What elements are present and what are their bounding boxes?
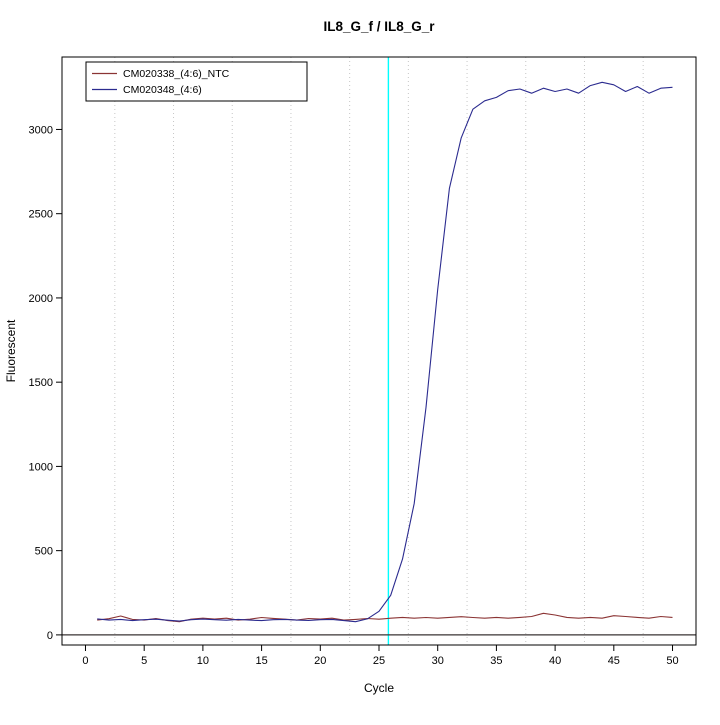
axes-layer: 0 5 10 15 20 25 30 35 40 45 5005001000150020002500… <box>29 124 679 667</box>
x-tick-label: 50 <box>666 655 678 667</box>
x-tick-label: 5 <box>141 655 147 667</box>
x-tick-label: 20 <box>314 655 326 667</box>
series-layer <box>97 81 673 623</box>
y-tick-label: 1000 <box>29 461 53 473</box>
x-tick-label: 45 <box>608 655 620 667</box>
x-tick-label: 30 <box>432 655 444 667</box>
x-tick-label: 10 <box>197 655 209 667</box>
y-tick-label: 0 <box>47 630 53 642</box>
plot-border <box>61 56 697 646</box>
y-tick-label: 2000 <box>29 293 53 305</box>
series-curve-0 <box>97 612 673 623</box>
legend-box <box>85 61 308 102</box>
x-axis-label: Cycle <box>364 681 394 695</box>
x-tick-label: 25 <box>373 655 385 667</box>
legend-label-0: CM020338_(4:6)_NTC <box>123 68 230 80</box>
x-tick-label: 40 <box>549 655 561 667</box>
y-tick-label: 2500 <box>29 209 53 221</box>
y-tick-label: 3000 <box>29 124 53 136</box>
grid-layer <box>114 57 644 645</box>
legend: CM020338_(4:6)_NTC CM020348_(4:6) <box>85 61 308 102</box>
x-tick-label: 15 <box>255 655 267 667</box>
y-tick-label: 1500 <box>29 377 53 389</box>
x-tick-label: 35 <box>490 655 502 667</box>
y-tick-label: 500 <box>35 546 53 558</box>
series-curve-1 <box>97 81 673 623</box>
x-tick-label: 0 <box>82 655 88 667</box>
chart-title: IL8_G_f / IL8_G_r <box>323 19 435 34</box>
y-axis-label: Fluorescent <box>4 319 18 382</box>
legend-label-1: CM020348_(4:6) <box>123 84 202 96</box>
reference-lines-layer <box>62 57 696 645</box>
